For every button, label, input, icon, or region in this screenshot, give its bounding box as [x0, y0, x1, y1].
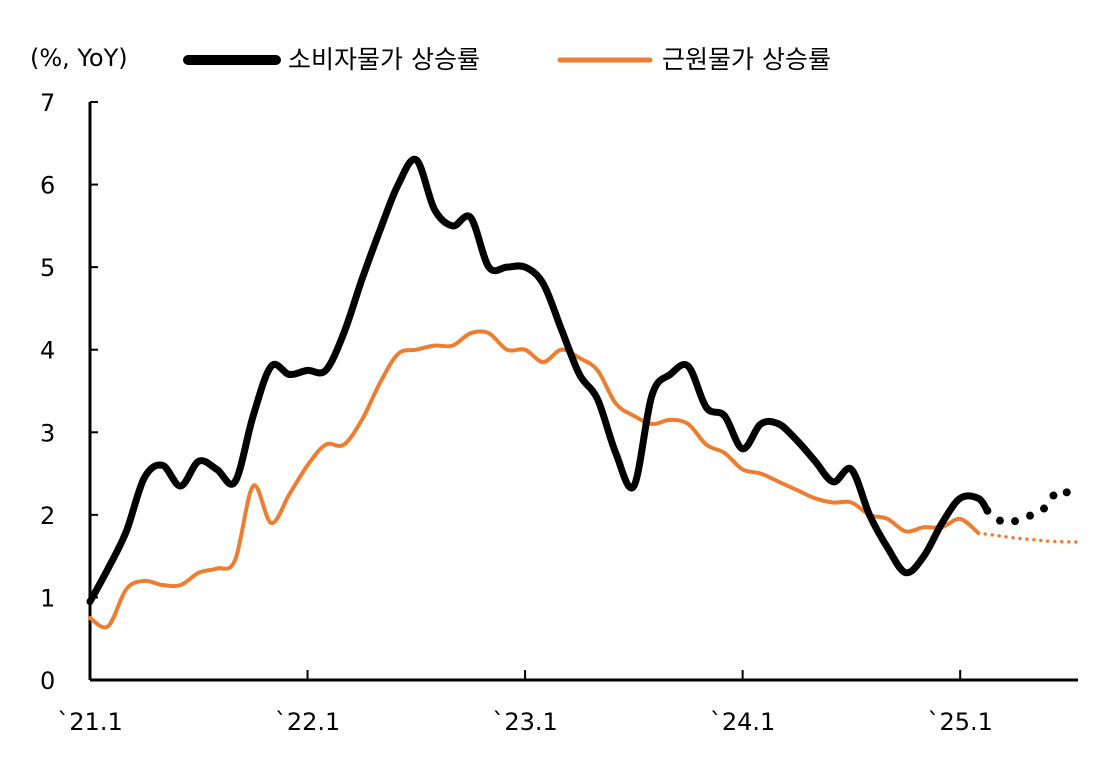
y-tick-label: 6 [40, 172, 55, 200]
y-tick-label: 1 [40, 584, 55, 612]
axes-group: 0 1 2 3 4 5 6 7 `21.1 `22.1 `23.1 `24.1 `25.1 [40, 89, 1078, 736]
series-line-core [88, 329, 981, 630]
x-tick-label: `25.1 [927, 708, 992, 736]
y-tick-label: 5 [40, 254, 55, 282]
legend-label-cpi: 소비자물가 상승률 [288, 45, 480, 74]
y-tick-label: 3 [40, 419, 55, 447]
series-line-cpi [86, 155, 991, 606]
y-tick-label: 4 [40, 337, 55, 365]
x-tick-label: `22.1 [275, 708, 340, 736]
x-tick-label: `24.1 [710, 708, 775, 736]
legend-label-core: 근원물가 상승률 [662, 45, 831, 74]
y-tick-label: 0 [40, 667, 55, 695]
y-axis-unit-label: (%, YoY) [30, 44, 128, 72]
series-forecast-core [976, 531, 1080, 544]
series-group [86, 155, 1082, 630]
series-forecast-cpi [983, 486, 1082, 528]
legend: (%, YoY) 소비자물가 상승률 근원물가 상승률 [30, 44, 831, 74]
y-tick-label: 7 [40, 89, 55, 117]
y-tick-label: 2 [40, 502, 55, 530]
x-tick-label: `23.1 [492, 708, 557, 736]
x-tick-label: `21.1 [57, 708, 122, 736]
